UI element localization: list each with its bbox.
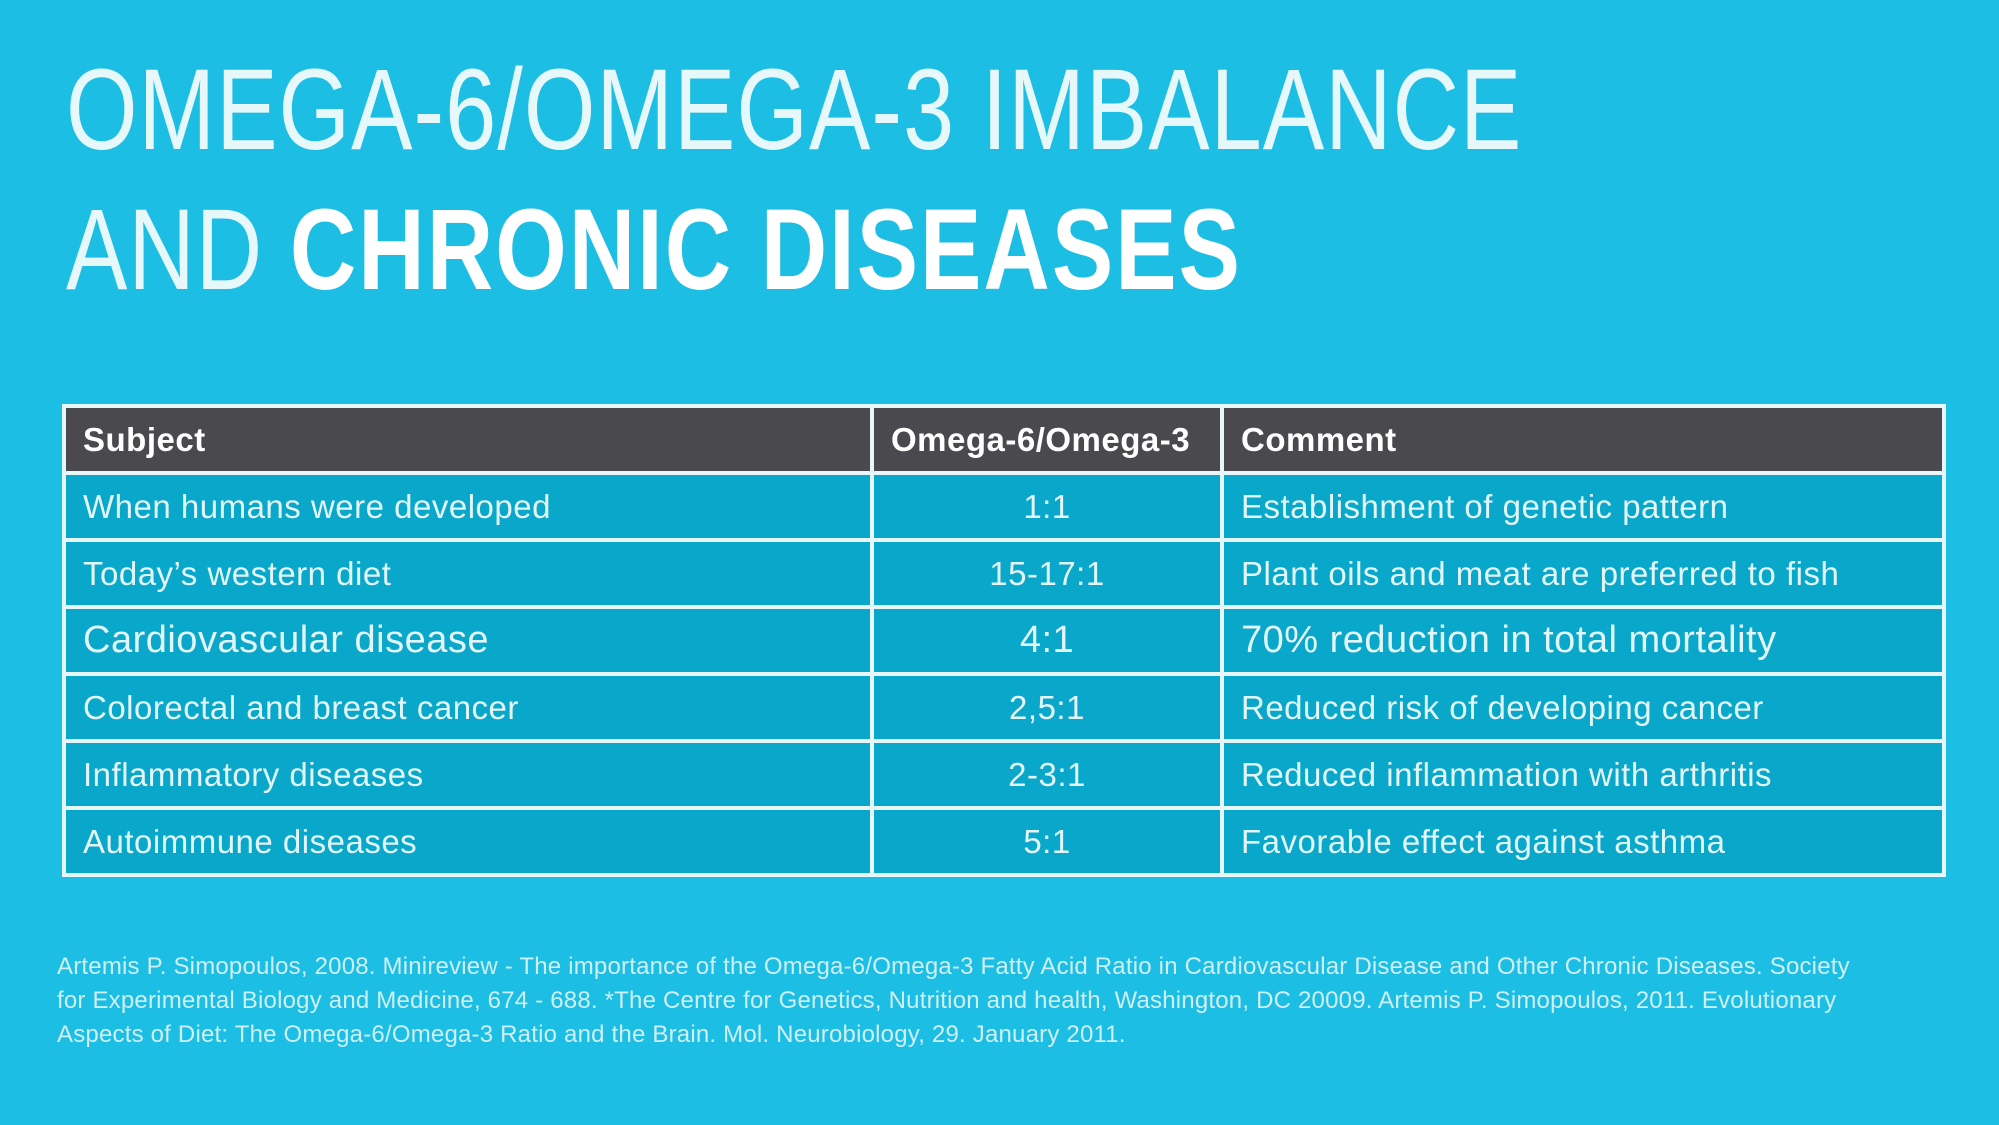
cell-ratio: 15-17:1 bbox=[870, 538, 1224, 609]
page-title: OMEGA-6/OMEGA-3 IMBALANCE AND CHRONIC DI… bbox=[66, 40, 1522, 320]
table-header-row: Subject Omega-6/Omega-3 Comment bbox=[62, 404, 1946, 475]
table-row: Autoimmune diseases 5:1 Favorable effect a… bbox=[62, 806, 1946, 877]
cell-ratio: 5:1 bbox=[870, 806, 1224, 877]
cell-subject: Autoimmune diseases bbox=[62, 806, 874, 877]
title-line-2-thin: AND bbox=[66, 186, 290, 314]
table-row: Today’s western diet 15-17:1 Plant oils an… bbox=[62, 538, 1946, 609]
title-line-2: AND CHRONIC DISEASES bbox=[66, 180, 1522, 320]
ratio-table-body: When humans were developed 1:1 Establishme… bbox=[62, 471, 1946, 877]
title-line-2-bold: CHRONIC DISEASES bbox=[289, 186, 1242, 314]
ratio-table: Subject Omega-6/Omega-3 Comment When hum… bbox=[62, 404, 1946, 877]
table-row: Colorectal and breast cancer 2,5:1 Reduced… bbox=[62, 672, 1946, 743]
cell-comment: Plant oils and meat are preferred to fis… bbox=[1220, 538, 1946, 609]
citation: Artemis P. Simopoulos, 2008. Minireview … bbox=[57, 950, 1850, 1052]
header-cell-ratio: Omega-6/Omega-3 bbox=[870, 404, 1224, 475]
cell-comment: 70% reduction in total mortality bbox=[1220, 605, 1946, 676]
cell-ratio: 1:1 bbox=[870, 471, 1224, 542]
table-row: Cardiovascular disease 4:1 70% reduction i… bbox=[62, 605, 1946, 676]
citation-line: for Experimental Biology and Medicine, 6… bbox=[57, 987, 1837, 1014]
cell-subject: Inflammatory diseases bbox=[62, 739, 874, 810]
title-line-1: OMEGA-6/OMEGA-3 IMBALANCE bbox=[66, 46, 1523, 174]
table-row: Inflammatory diseases 2-3:1 Reduced inflam… bbox=[62, 739, 1946, 810]
cell-comment: Reduced risk of developing cancer bbox=[1220, 672, 1946, 743]
table-row: When humans were developed 1:1 Establishme… bbox=[62, 471, 1946, 542]
cell-subject: When humans were developed bbox=[62, 471, 874, 542]
citation-line: Artemis P. Simopoulos, 2008. Minireview … bbox=[57, 953, 1850, 980]
header-cell-subject: Subject bbox=[62, 404, 874, 475]
citation-line: Aspects of Diet: The Omega-6/Omega-3 Rat… bbox=[57, 1021, 1126, 1048]
cell-subject: Cardiovascular disease bbox=[62, 605, 874, 676]
cell-ratio: 2-3:1 bbox=[870, 739, 1224, 810]
cell-comment: Establishment of genetic pattern bbox=[1220, 471, 1946, 542]
cell-ratio: 4:1 bbox=[870, 605, 1224, 676]
cell-subject: Colorectal and breast cancer bbox=[62, 672, 874, 743]
cell-subject: Today’s western diet bbox=[62, 538, 874, 609]
cell-comment: Reduced inflammation with arthritis bbox=[1220, 739, 1946, 810]
cell-ratio: 2,5:1 bbox=[870, 672, 1224, 743]
cell-comment: Favorable effect against asthma bbox=[1220, 806, 1946, 877]
header-cell-comment: Comment bbox=[1220, 404, 1946, 475]
